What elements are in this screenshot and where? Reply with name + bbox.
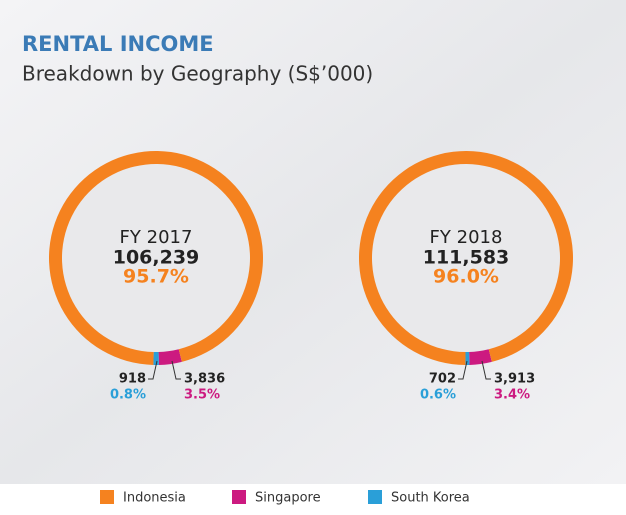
slice-percent-label: 0.6% (420, 388, 456, 403)
legend-label: Singapore (255, 491, 321, 506)
legend-label: Indonesia (123, 491, 186, 506)
donut-hole (372, 164, 560, 352)
legend-swatch (100, 490, 114, 504)
title: RENTAL INCOME (22, 32, 214, 56)
slice-percent-label: 3.5% (184, 388, 220, 403)
leader-line (458, 360, 468, 380)
center-value: 106,239 (113, 247, 200, 269)
legend-swatch (232, 490, 246, 504)
leader-line (171, 360, 181, 380)
slice-value-label: 3,913 (494, 372, 535, 387)
legend-swatch (368, 490, 382, 504)
center-percent: 95.7% (123, 266, 189, 288)
donut-title: FY 2018 (430, 227, 503, 248)
donut-slice (158, 349, 182, 365)
donut-hole (62, 164, 250, 352)
leader-line (481, 360, 491, 380)
center-value: 111,583 (423, 247, 510, 269)
slice-value-label: 702 (429, 372, 456, 387)
leader-line (148, 360, 158, 380)
subtitle: Breakdown by Geography (S$’000) (22, 62, 373, 86)
slice-value-label: 918 (119, 372, 146, 387)
slice-percent-label: 0.8% (110, 388, 146, 403)
donut-title: FY 2017 (120, 227, 193, 248)
center-percent: 96.0% (433, 266, 499, 288)
donut-slice (469, 349, 492, 365)
donut-slice (153, 351, 159, 365)
slice-percent-label: 3.4% (494, 388, 530, 403)
legend-label: South Korea (391, 491, 470, 506)
slice-value-label: 3,836 (184, 372, 225, 387)
